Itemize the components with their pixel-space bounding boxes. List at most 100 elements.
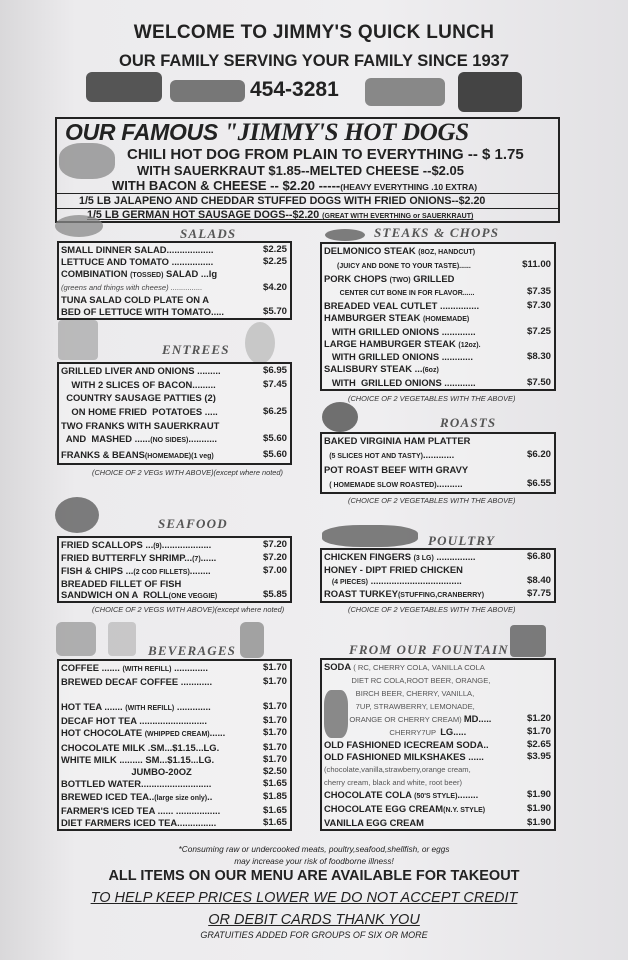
item-name: LETTUCE AND TOMATO ................	[61, 256, 213, 267]
title-part: OUR FAMOUS	[65, 119, 224, 145]
fountain-box: SODA ( RC, CHERRY COLA, VANILLA COLA DIE…	[320, 658, 556, 831]
menu-item: LETTUCE AND TOMATO ................ $2.25	[61, 256, 287, 267]
item-name: PORK CHOPS (TWO) GRILLED	[324, 273, 454, 286]
item-text: FRIED SCALLOPS ...	[61, 539, 154, 550]
menu-item: TUNA SALAD COLD PLATE ON A	[61, 294, 287, 305]
item-text: FISH & CHIPS ...	[61, 565, 134, 576]
item-text: COFFEE .......	[61, 662, 123, 673]
hot-dog-line: CHILI HOT DOG FROM PLAIN TO EVERYTHING -…	[127, 146, 524, 163]
item-name: BIRCH BEER, CHERRY, VANILLA,	[324, 687, 475, 699]
seafood-note: (CHOICE OF 2 VEGS WITH ABOVE)(except whe…	[92, 605, 285, 614]
item-text: JUMBO-20OZ	[61, 766, 192, 777]
beverages-box: COFFEE ....... (WITH REFILL) ...........…	[57, 659, 292, 831]
item-price: $1.70	[262, 753, 287, 765]
poultry-title: POULTRY	[428, 533, 496, 548]
item-name: WITH GRILLED ONIONS ............	[324, 351, 473, 362]
item-price: $8.40	[526, 575, 551, 586]
item-price: $6.20	[526, 448, 551, 460]
item-price: $5.85	[262, 589, 287, 600]
item-detail: (WITH REFILL)	[125, 704, 175, 712]
roasts-note: (CHOICE OF 2 VEGETABLES WITH THE ABOVE)	[348, 496, 516, 505]
item-price: $7.75	[526, 588, 551, 599]
item-price: $2.25	[262, 244, 287, 255]
item-name: COUNTRY SAUSAGE PATTIES (2)	[61, 392, 216, 403]
chef-icon	[245, 322, 275, 364]
menu-item: GRILLED LIVER AND ONIONS ......... $6.95	[61, 365, 287, 376]
item-name: DIET FARMERS ICED TEA...............	[61, 817, 216, 828]
menu-item: BAKED VIRGINIA HAM PLATTER	[324, 435, 551, 446]
item-detail: (large size only)	[154, 794, 208, 802]
item-name: POT ROAST BEEF WITH GRAVY	[324, 464, 468, 475]
item-text: WHITE MILK ......... SM...$1.15...LG.	[61, 753, 215, 765]
hot-dog-icon	[59, 143, 115, 179]
item-price: $5.70	[262, 306, 287, 317]
menu-item: (greens and things with cheese) ........…	[61, 282, 287, 293]
item-text: ............	[422, 448, 455, 460]
item-name: HONEY - DIPT FRIED CHICKEN	[324, 564, 463, 575]
menu-item: FISH & CHIPS ...(2 COD FILLETS)........ $…	[61, 565, 287, 578]
item-detail: (TOSSED)	[130, 272, 164, 279]
item-text: SALISBURY STEAK ...	[324, 363, 423, 375]
hot-dogs-title: OUR FAMOUS "JIMMY'S HOT DOGS	[65, 119, 469, 147]
item-text: POT ROAST BEEF WITH GRAVY	[324, 464, 469, 476]
item-name: FRIED BUTTERFLY SHRIMP...(7)......	[61, 552, 216, 565]
item-price: $2.25	[262, 256, 287, 267]
menu-item	[61, 689, 287, 700]
menu-subtitle: OUR FAMILY SERVING YOUR FAMILY SINCE 193…	[118, 52, 509, 70]
iced-drink-icon	[240, 622, 264, 658]
menu-item: PORK CHOPS (TWO) GRILLED	[324, 273, 551, 286]
sports-car-icon	[458, 72, 522, 112]
item-price: $7.25	[526, 325, 551, 337]
menu-item: OLD FASHIONED ICECREAM SODA.. $2.65	[324, 739, 551, 750]
item-detail: (2 COD FILLETS)	[133, 569, 190, 576]
corvette-icon	[365, 78, 445, 106]
item-detail: (7)	[192, 556, 201, 563]
menu-item: CHICKEN FINGERS (3 LG) ............... $6…	[324, 551, 551, 564]
item-text: ...................	[161, 539, 212, 550]
item-name: WHITE MILK ......... SM...$1.15...LG.	[61, 754, 214, 765]
item-name: CHICKEN FINGERS (3 LG) ...............	[324, 551, 476, 564]
poultry-box: CHICKEN FINGERS (3 LG) ............... $6…	[320, 548, 556, 603]
item-detail: (WHIPPED CREAM)	[144, 731, 210, 739]
item-price: $7.30	[526, 300, 551, 312]
item-text	[61, 689, 64, 700]
menu-item: TWO FRANKS WITH SAUERKRAUT	[61, 420, 287, 431]
item-text: VANILLA EGG CREAM	[324, 817, 424, 828]
menu-item: ( HOMEMADE SLOW ROASTED).......... $6.55	[324, 478, 551, 491]
seafood-box: FRIED SCALLOPS ...(9)...................…	[57, 536, 292, 603]
item-text: BREWED ICED TEA..	[61, 790, 155, 802]
item-name: BREADED VEAL CUTLET ...............	[324, 300, 479, 311]
item-detail: (12oz).	[458, 341, 481, 349]
item-text: ..	[207, 790, 213, 802]
item-text: TWO FRANKS WITH SAUERKRAUT	[61, 419, 220, 431]
item-price: $7.20	[262, 552, 287, 563]
item-text: FRANKS & BEANS	[61, 448, 145, 460]
item-text: CHOCOLATE EGG CREAM	[324, 803, 444, 814]
menu-title: WELCOME TO JIMMY'S QUICK LUNCH	[133, 22, 495, 43]
item-text: OLD FASHIONED MILKSHAKES ......	[324, 751, 484, 762]
menu-item: ORANGE OR CHERRY CREAM) MD..... $1.20	[324, 713, 551, 725]
item-description: 7UP, STRAWBERRY, LEMONADE,	[324, 702, 475, 711]
menu-item: HAMBURGER STEAK (HOMEMADE)	[324, 312, 551, 325]
item-detail: (ONE VEGGIE)	[168, 593, 218, 600]
item-text: HONEY - DIPT FRIED CHICKEN	[324, 564, 463, 575]
item-text: HOT CHOCOLATE	[61, 727, 145, 739]
item-text: HAMBURGER STEAK	[324, 311, 423, 323]
roast-icon	[322, 402, 358, 432]
item-description: (chocolate,vanilla,strawberry,orange cre…	[324, 765, 471, 774]
item-text: COUNTRY SAUSAGE PATTIES (2)	[61, 392, 216, 404]
menu-item: HOT CHOCOLATE (WHIPPED CREAM)...... $1.70	[61, 727, 287, 740]
item-text: ON HOME FRIED POTATOES .....	[61, 405, 218, 417]
item-detail: (JUICY AND DONE TO YOUR TASTE)......	[337, 262, 471, 270]
item-price: $1.65	[262, 804, 287, 816]
item-text: SMALL DINNER SALAD..................	[61, 244, 214, 255]
coffee-cup-icon	[56, 622, 96, 656]
item-name: HOT CHOCOLATE (WHIPPED CREAM)......	[61, 727, 225, 740]
item-description: DIET RC COLA,ROOT BEER, ORANGE,	[324, 676, 491, 685]
steaks-title: STEAKS & CHOPS	[374, 225, 500, 240]
takeout-notice: ALL ITEMS ON OUR MENU ARE AVAILABLE FOR …	[108, 868, 520, 884]
entrees-title: ENTREES	[162, 342, 230, 357]
item-detail: (WITH REFILL)	[122, 666, 172, 673]
item-price: $6.55	[526, 477, 551, 489]
item-description: BIRCH BEER, CHERRY, VANILLA,	[324, 689, 475, 698]
